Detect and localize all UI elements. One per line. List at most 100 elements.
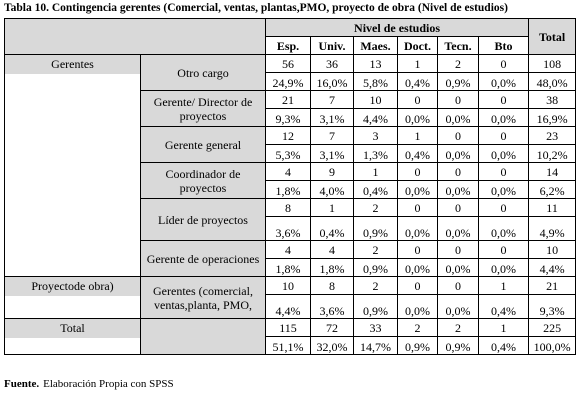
count: 3 [353,126,398,145]
table-head: Nivel de estudios Total Esp. Univ. Maes. Do… [4,18,577,55]
count: 13 [353,54,398,73]
count: 1 [397,126,438,145]
footer-label: Fuente. [4,378,40,390]
count: 4 [265,162,311,181]
row-label: Otro cargo [140,54,266,91]
count: 0 [437,90,479,109]
total-percent: 100,0% [528,336,577,355]
contingency-table: Nivel de estudios Total Esp. Univ. Maes. Do… [4,18,577,355]
percent: 0,0% [477,216,530,241]
percent-row: 5,3% 3,1% 1,3% 0,4% 0,0% 0,0% 10,2% [5,144,577,163]
percent: 24,9% [265,72,311,91]
total-count: 11 [528,198,577,217]
percent: 1,8% [265,180,311,199]
count: 36 [310,54,354,73]
total-count: 14 [528,162,577,181]
percent: 4,4% [353,108,398,127]
group-label: Proyectode obra) [5,277,140,296]
group-label-cell: Total [4,318,141,355]
header-blank [4,18,266,55]
percent: 0,9% [397,336,438,355]
total-count: 225 [528,318,577,337]
count: 72 [310,318,354,337]
percent: 1,8% [310,258,354,277]
count: 1 [477,318,530,337]
count: 2 [397,318,438,337]
count: 0 [437,126,479,145]
percent: 0,0% [477,144,530,163]
row-label: Líder de proyectos [140,198,266,241]
count: 7 [310,126,354,145]
row-label: Gerente general [140,126,266,163]
count: 0 [477,126,530,145]
percent: 4,0% [310,180,354,199]
percent: 0,0% [477,180,530,199]
percent: 0,4% [477,336,530,355]
count: 10 [353,90,398,109]
count: 1 [353,162,398,181]
group-label-cell: Gerentes [4,54,141,277]
total-count: 108 [528,54,577,73]
percent: 0,9% [353,294,398,319]
group-label: Total [5,319,140,338]
count: 115 [265,318,311,337]
count: 0 [397,276,438,295]
count: 0 [437,276,479,295]
percent: 0,0% [437,258,479,277]
percent-row: 51,1% 32,0% 14,7% 0,9% 0,9% 0,4% 100,0% [5,336,577,355]
count: 0 [477,162,530,181]
column-header: Tecn. [437,36,479,55]
percent: 0,0% [397,108,438,127]
percent-row: 9,3% 3,1% 4,4% 0,0% 0,0% 0,0% 16,9% [5,108,577,127]
count: 2 [437,318,479,337]
percent: 0,0% [397,216,438,241]
percent: 0,0% [437,144,479,163]
count: 0 [477,240,530,259]
percent: 0,0% [397,180,438,199]
count: 21 [265,90,311,109]
count-row: Total 115 72 33 2 2 1 225 [4,318,577,355]
count: 0 [477,198,530,217]
percent: 0,9% [437,72,479,91]
total-header: Total [528,18,577,55]
count: 0 [397,90,438,109]
count: 7 [310,90,354,109]
column-header: Maes. [353,36,398,55]
count: 4 [265,240,311,259]
table-title: Tabla 10. Contingencia gerentes (Comerci… [4,2,508,14]
percent: 1,3% [353,144,398,163]
percent: 0,4% [310,216,354,241]
total-count: 23 [528,126,577,145]
total-count: 38 [528,90,577,109]
percent: 0,0% [437,108,479,127]
count: 1 [397,54,438,73]
count: 1 [310,198,354,217]
count: 0 [397,162,438,181]
percent: 51,1% [265,336,311,355]
column-header: Esp. [265,36,311,55]
row-label: Gerentes (comercial, ventas,planta, PMO, [140,276,266,319]
count: 0 [437,198,479,217]
total-count: 21 [528,276,577,295]
group-label-cell: Proyectode obra) [4,276,141,319]
table-body: Gerentes Otro cargo 56 36 13 1 2 0 108 24,9% 16,0%… [4,54,577,355]
count: 2 [353,240,398,259]
count: 56 [265,54,311,73]
percent: 0,9% [437,336,479,355]
percent-row: 1,8% 4,0% 0,4% 0,0% 0,0% 0,0% 6,2% [5,180,577,199]
count: 0 [437,162,479,181]
percent: 0,0% [437,180,479,199]
percent: 0,4% [477,294,530,319]
total-percent: 4,9% [528,216,577,241]
count: 0 [477,90,530,109]
count-row: Gerente de operaciones 4 4 2 0 0 0 10 [5,240,577,277]
group-label: Gerentes [5,55,140,74]
percent: 32,0% [310,336,354,355]
percent: 0,0% [437,216,479,241]
percent: 9,3% [265,108,311,127]
percent: 0,0% [397,294,438,319]
percent: 0,4% [397,144,438,163]
count: 1 [477,276,530,295]
percent: 0,9% [353,216,398,241]
percent: 0,4% [353,180,398,199]
